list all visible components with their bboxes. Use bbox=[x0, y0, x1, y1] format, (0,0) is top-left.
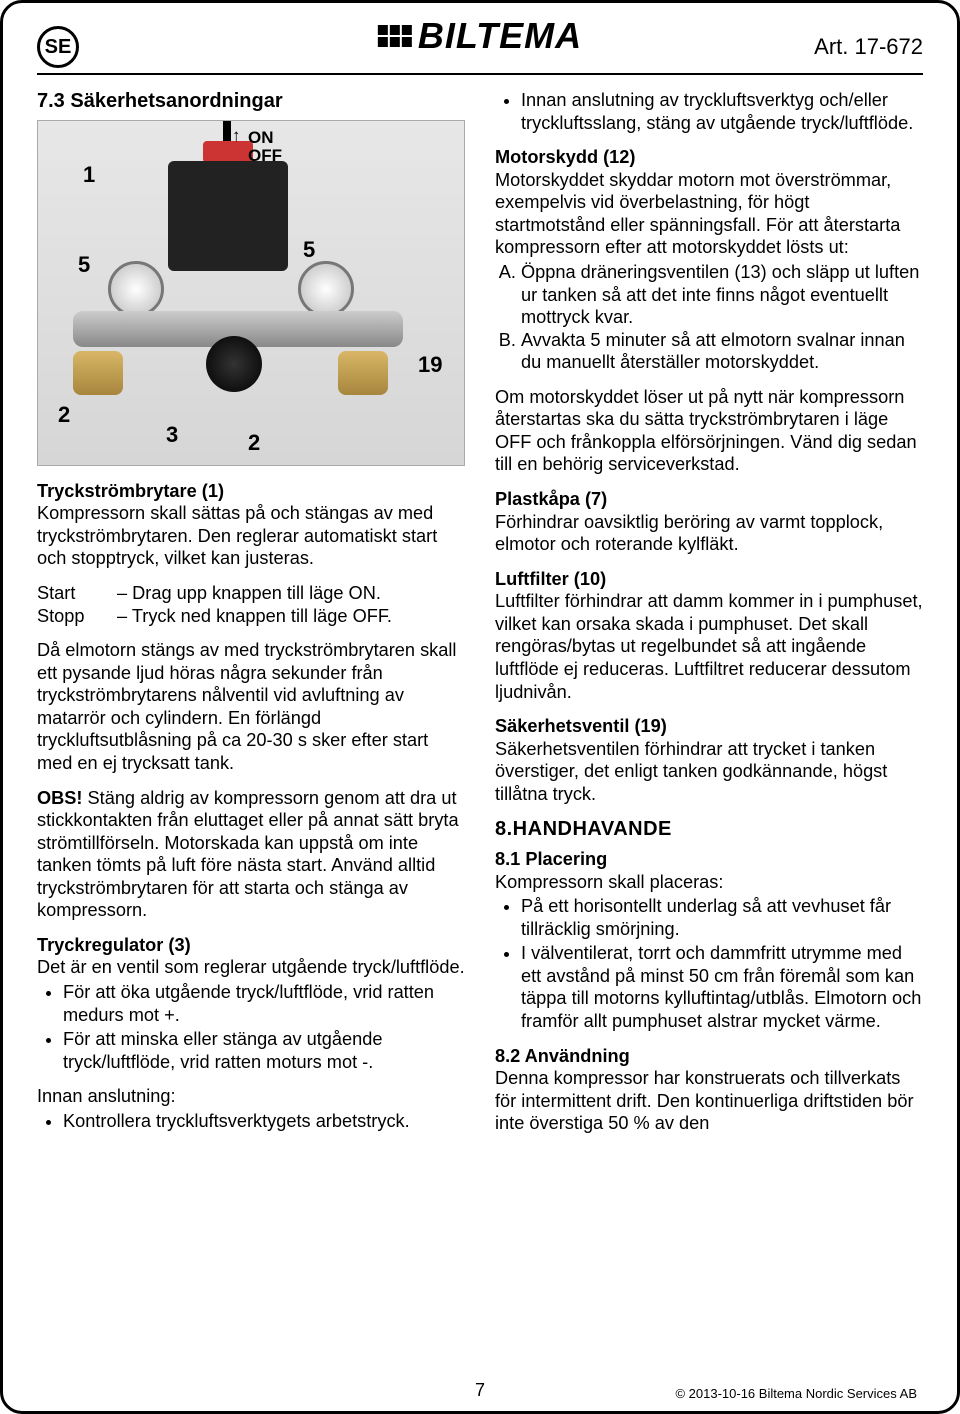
figure-label-1: 1 bbox=[83, 161, 95, 188]
section-8-1-text: Kompressorn skall placeras: bbox=[495, 872, 723, 892]
section-8-1-block: 8.1 Placering Kompressorn skall placeras: bbox=[495, 848, 923, 893]
start-value: – Drag upp knappen till läge ON. bbox=[117, 582, 465, 605]
content-columns: 7.3 Säkerhetsanordningar ON OFF 1 5 5 2 bbox=[37, 89, 923, 1361]
country-badge: SE bbox=[37, 26, 79, 68]
innan-heading: Innan anslutning: bbox=[37, 1085, 465, 1108]
stopp-value: – Tryck ned knappen till läge OFF. bbox=[117, 605, 465, 628]
page-header: SE BILTEMA Art. 17-672 bbox=[37, 21, 923, 75]
regulator-text: Det är en ventil som reglerar utgående t… bbox=[37, 957, 465, 977]
figure-label-3: 3 bbox=[166, 421, 178, 448]
header-left: SE bbox=[37, 26, 97, 68]
plastkapa-heading: Plastkåpa (7) bbox=[495, 489, 607, 509]
figure-label-2b: 2 bbox=[248, 429, 260, 456]
section-7-3-heading: 7.3 Säkerhetsanordningar bbox=[37, 89, 465, 114]
brand-logo: BILTEMA bbox=[378, 15, 582, 57]
motorskydd-paragraph-2: Om motorskyddet löser ut på nytt när kom… bbox=[495, 386, 923, 476]
innan-bullet-1: Kontrollera tryckluftsverktygets arbetst… bbox=[63, 1110, 465, 1133]
logo-checker-icon bbox=[378, 25, 412, 47]
placering-bullet-2: I välventilerat, torrt och dammfritt utr… bbox=[521, 942, 923, 1032]
motorskydd-block: Motorskydd (12) Motorskyddet skyddar moto… bbox=[495, 146, 923, 259]
section-8-2-text: Denna kompressor har konstruerats och ti… bbox=[495, 1068, 914, 1133]
figure-off-text: OFF bbox=[248, 146, 282, 165]
figure-onoff-label: ON OFF bbox=[248, 129, 282, 166]
figure-label-5b: 5 bbox=[303, 236, 315, 263]
luftfilter-heading: Luftfilter (10) bbox=[495, 569, 606, 589]
regulator-bullet-2: För att minska eller stänga av utgående … bbox=[63, 1028, 465, 1073]
tryckstrombrytare-heading: Tryckströmbrytare (1) bbox=[37, 481, 224, 501]
manual-page: SE BILTEMA Art. 17-672 7.3 Säkerhetsanor… bbox=[0, 0, 960, 1414]
figure-gauge-right bbox=[298, 261, 354, 317]
figure-label-2a: 2 bbox=[58, 401, 70, 428]
copyright-text: © 2013-10-16 Biltema Nordic Services AB bbox=[675, 1386, 917, 1401]
obs-text: Stäng aldrig av kompressorn genom att dr… bbox=[37, 788, 459, 921]
pressure-switch-figure: ON OFF 1 5 5 2 3 2 19 bbox=[37, 120, 465, 466]
obs-paragraph: OBS! Stäng aldrig av kompressorn genom a… bbox=[37, 787, 465, 922]
motorskydd-steps: Öppna dräneringsventilen (13) och släpp … bbox=[495, 261, 923, 374]
regulator-bullets: För att öka utgående tryck/luftflöde, vr… bbox=[37, 981, 465, 1073]
luftfilter-block: Luftfilter (10)Luftfilter förhindrar att… bbox=[495, 568, 923, 703]
left-column: 7.3 Säkerhetsanordningar ON OFF 1 5 5 2 bbox=[37, 89, 465, 1361]
section-8-2-block: 8.2 AnvändningDenna kompressor har konst… bbox=[495, 1045, 923, 1135]
start-stop-table: Start – Drag upp knappen till läge ON. S… bbox=[37, 582, 465, 627]
innan-bullets: Kontrollera tryckluftsverktygets arbetst… bbox=[37, 1110, 465, 1133]
tryckstrombrytare-text: Kompressorn skall sättas på och stängas … bbox=[37, 503, 437, 568]
figure-label-19: 19 bbox=[418, 351, 442, 378]
tryckstrombrytare-block: Tryckströmbrytare (1)Kompressorn skall s… bbox=[37, 480, 465, 570]
brand-name: BILTEMA bbox=[418, 15, 582, 57]
figure-label-5a: 5 bbox=[78, 251, 90, 278]
section-8-2-heading: 8.2 Användning bbox=[495, 1046, 630, 1066]
figure-coupler-left bbox=[73, 351, 123, 395]
regulator-block: Tryckregulator (3)Det är en ventil som r… bbox=[37, 934, 465, 979]
figure-lever bbox=[223, 121, 231, 143]
luftfilter-text: Luftfilter förhindrar att damm kommer in… bbox=[495, 591, 923, 701]
article-number: Art. 17-672 bbox=[814, 34, 923, 60]
figure-red-button bbox=[203, 141, 253, 163]
regulator-bullet-1: För att öka utgående tryck/luftflöde, vr… bbox=[63, 981, 465, 1026]
figure-regulator-knob bbox=[206, 336, 262, 392]
top-right-bullets: Innan anslutning av tryckluftsverktyg oc… bbox=[495, 89, 923, 134]
figure-gauge-left bbox=[108, 261, 164, 317]
sakerhetsventil-text: Säkerhetsventilen förhindrar att trycket… bbox=[495, 739, 887, 804]
regulator-heading: Tryckregulator (3) bbox=[37, 935, 191, 955]
placering-bullet-1: På ett horisontellt underlag så att vevh… bbox=[521, 895, 923, 940]
motorskydd-heading: Motorskydd (12) bbox=[495, 147, 635, 167]
motorskydd-step-a: Öppna dräneringsventilen (13) och släpp … bbox=[521, 261, 923, 329]
plastkapa-text: Förhindrar oavsiktlig beröring av varmt … bbox=[495, 512, 883, 555]
figure-switch-body bbox=[168, 161, 288, 271]
sakerhetsventil-block: Säkerhetsventil (19) Säkerhetsventilen fö… bbox=[495, 715, 923, 805]
sakerhetsventil-heading: Säkerhetsventil (19) bbox=[495, 716, 667, 736]
placering-bullets: På ett horisontellt underlag så att vevh… bbox=[495, 895, 923, 1032]
obs-label: OBS! bbox=[37, 788, 82, 808]
motorskydd-text: Motorskyddet skyddar motorn mot överströ… bbox=[495, 170, 900, 258]
plastkapa-block: Plastkåpa (7) Förhindrar oavsiktlig berör… bbox=[495, 488, 923, 556]
right-column: Innan anslutning av tryckluftsverktyg oc… bbox=[495, 89, 923, 1361]
top-right-bullet-1: Innan anslutning av tryckluftsverktyg oc… bbox=[521, 89, 923, 134]
section-8-heading: 8.HANDHAVANDE bbox=[495, 817, 923, 842]
start-label: Start bbox=[37, 582, 117, 605]
elmotor-paragraph: Då elmotorn stängs av med tryckströmbryt… bbox=[37, 639, 465, 774]
stopp-label: Stopp bbox=[37, 605, 117, 628]
section-8-1-heading: 8.1 Placering bbox=[495, 849, 607, 869]
motorskydd-step-b: Avvakta 5 minuter så att elmotorn svalna… bbox=[521, 329, 923, 374]
figure-coupler-right bbox=[338, 351, 388, 395]
figure-on-text: ON bbox=[248, 128, 274, 147]
